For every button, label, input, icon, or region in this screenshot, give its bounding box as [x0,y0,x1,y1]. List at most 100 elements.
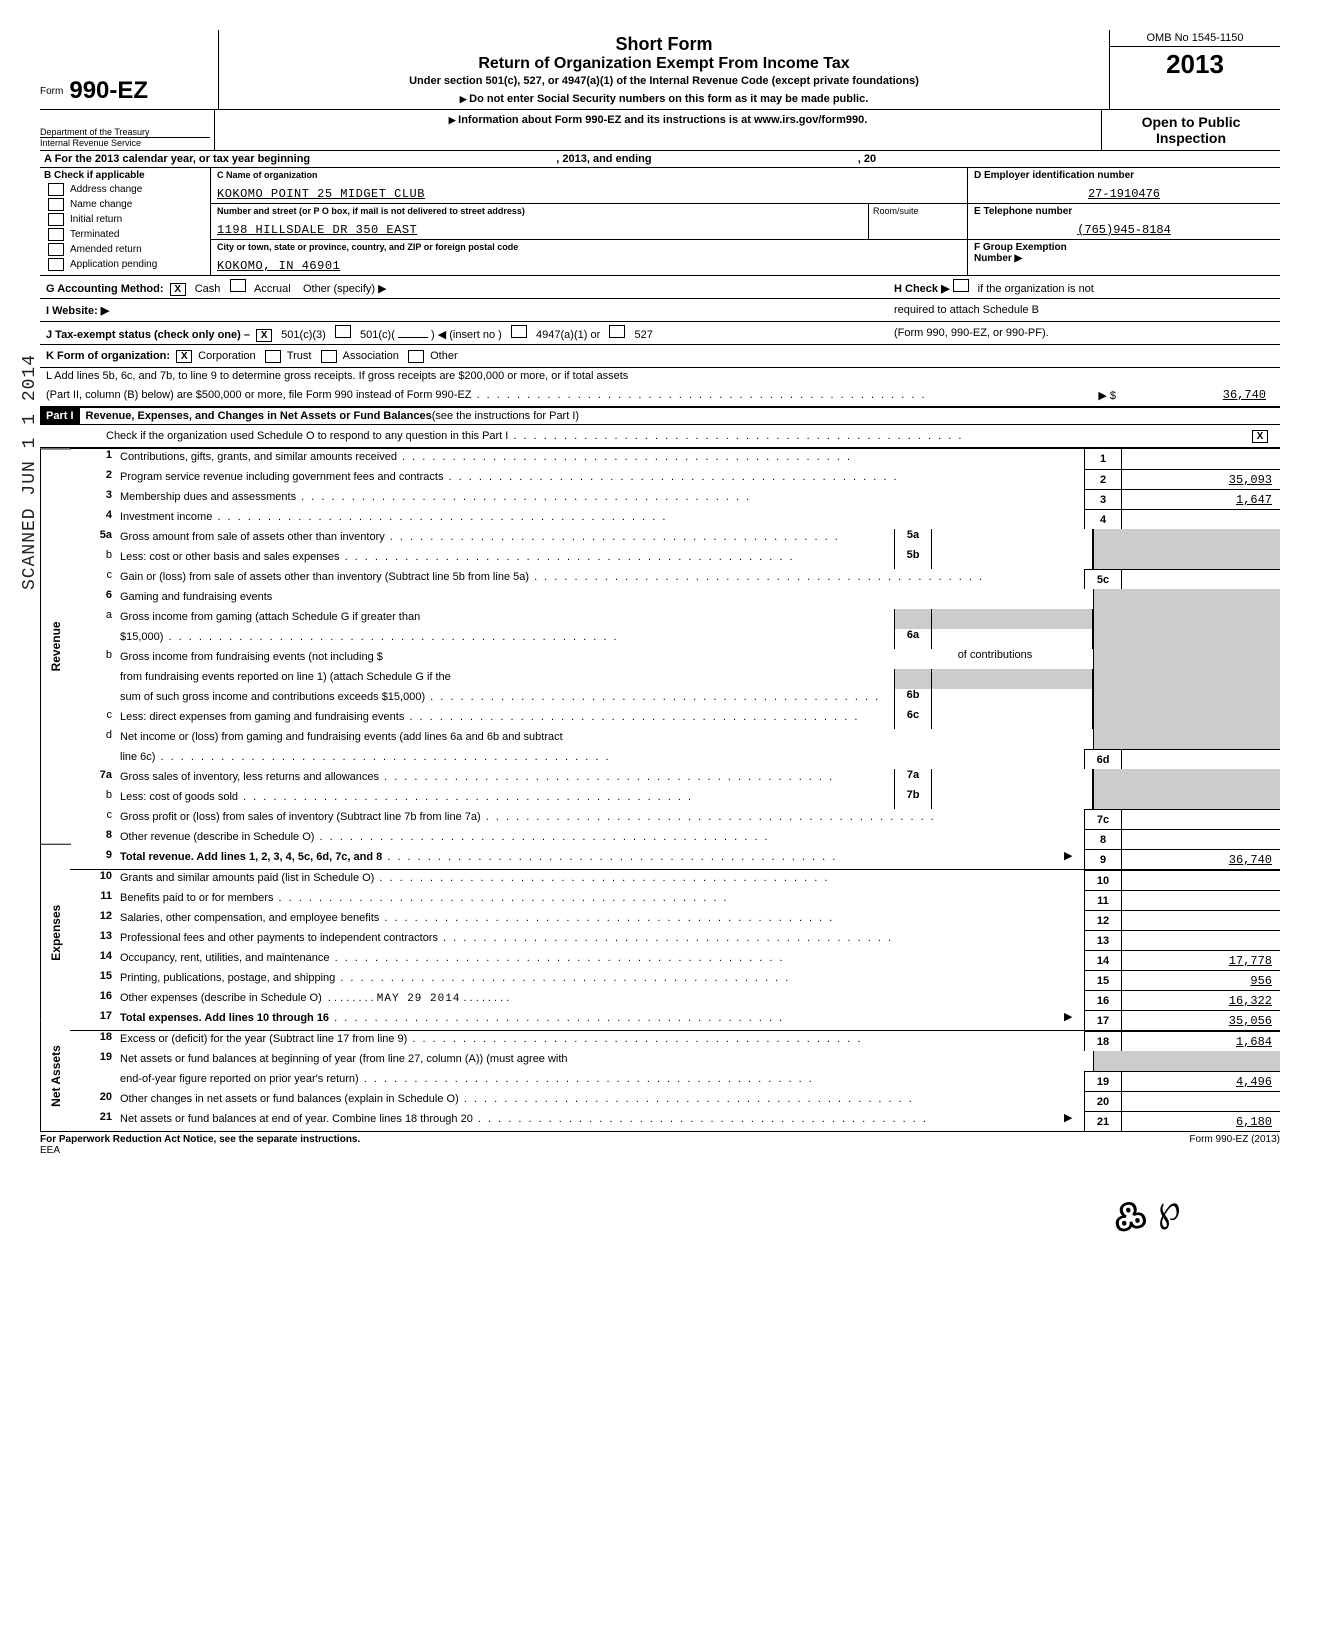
b-header: B Check if applicable [40,170,210,181]
f-label2: Number ▶ [974,253,1274,264]
chk-501c3[interactable]: X [256,329,272,342]
h-label: H Check ▶ [894,283,950,295]
open-label: Open to Public [1106,114,1276,130]
form-word: Form [40,86,63,97]
f-group: F Group Exemption Number ▶ [967,240,1280,275]
line-k: K Form of organization: X Corporation Tr… [40,345,1280,368]
val-2: 35,093 [1122,469,1280,489]
title-2: Return of Organization Exempt From Incom… [225,55,1103,73]
line-i: I Website: ▶ required to attach Schedule… [40,299,1280,322]
subtitle: Under section 501(c), 527, or 4947(a)(1)… [225,75,1103,87]
form-990ez-page: SCANNED JUN 1 1 2014 Form 990-EZ Short F… [40,30,1280,1156]
c-city-label: City or town, state or province, country… [217,242,961,252]
dept-2: Internal Revenue Service [40,137,210,148]
part1-header: Part I Revenue, Expenses, and Changes in… [40,407,1280,425]
e-label: E Telephone number [974,206,1274,217]
col-b: B Check if applicable Address change Nam… [40,168,210,275]
chk-address-change[interactable]: Address change [48,183,210,196]
line-a-suffix: , 20 [858,153,876,165]
c-street: Number and street (or P O box, if mail i… [211,204,868,239]
f-label: F Group Exemption [974,242,1274,253]
d-ein: D Employer identification number 27-1910… [967,168,1280,203]
tab-netassets: Net Assets [40,1021,71,1131]
form-number: 990-EZ [69,77,148,105]
c-name-label: C Name of organization [217,170,961,180]
note-1: Do not enter Social Security numbers on … [225,93,1103,105]
l-amount: 36,740 [1116,388,1274,402]
footer-right: Form 990-EZ (2013) [1189,1134,1280,1156]
dept-box: Department of the Treasury Internal Reve… [40,110,215,150]
val-3: 1,647 [1122,489,1280,509]
part1-check: Check if the organization used Schedule … [40,425,1280,448]
scanned-stamp: SCANNED JUN 1 1 2014 [20,354,40,590]
k-label: K Form of organization: [46,350,170,362]
title-box: Short Form Return of Organization Exempt… [219,30,1110,109]
line-a-prefix: A For the 2013 calendar year, or tax yea… [44,153,310,165]
g-label: G Accounting Method: [46,283,164,295]
chk-schedule-o[interactable]: X [1252,430,1268,443]
section-b-through-f: B Check if applicable Address change Nam… [40,168,1280,276]
c-street-value: 1198 HILLSDALE DR 350 EAST [217,223,862,237]
val-17: 35,056 [1122,1010,1280,1030]
c-name: C Name of organization KOKOMO POINT 25 M… [211,168,967,203]
dept-row: Department of the Treasury Internal Reve… [40,110,1280,151]
val-14: 17,778 [1122,950,1280,970]
c-street-label: Number and street (or P O box, if mail i… [217,206,862,216]
chk-initial-return[interactable]: Initial return [48,213,210,226]
chk-527[interactable] [609,325,625,338]
val-9: 36,740 [1122,849,1280,869]
col-c-d-e-f: C Name of organization KOKOMO POINT 25 M… [210,168,1280,275]
omb-box: OMB No 1545-1150 2013 [1110,30,1280,109]
val-16: 16,322 [1122,990,1280,1010]
line-j: J Tax-exempt status (check only one) – X… [40,322,1280,345]
c-city: City or town, state or province, country… [211,240,967,275]
val-15: 956 [1122,970,1280,990]
chk-name-change[interactable]: Name change [48,198,210,211]
tax-year: 2013 [1110,47,1280,82]
j-label: J Tax-exempt status (check only one) – [46,329,250,341]
part1-title: Revenue, Expenses, and Changes in Net As… [80,408,586,424]
room-suite: Room/suite [868,204,967,239]
line-l-1: L Add lines 5b, 6c, and 7b, to line 9 to… [40,368,1280,384]
tab-expenses: Expenses [40,844,71,1021]
chk-h[interactable] [953,279,969,292]
e-value: (765)945-8184 [974,223,1274,237]
line-a-mid: , 2013, and ending [556,153,651,165]
line-l-2: (Part II, column (B) below) are $500,000… [40,384,1280,407]
i-label: I Website: ▶ [46,305,109,317]
inspection-label: Inspection [1106,130,1276,146]
line-g-h: G Accounting Method: X Cash Accrual Othe… [40,276,1280,299]
val-19: 4,496 [1122,1071,1280,1091]
line-a: A For the 2013 calendar year, or tax yea… [40,151,1280,168]
chk-amended[interactable]: Amended return [48,243,210,256]
signature-mark: ߷ ℘ [1107,1180,1184,1242]
chk-cash[interactable]: X [170,283,186,296]
h-tail: if the organization is not [978,283,1094,295]
chk-501c[interactable] [335,325,351,338]
chk-4947[interactable] [511,325,527,338]
chk-corp[interactable]: X [176,350,192,363]
chk-app-pending[interactable]: Application pending [48,258,210,271]
part1-grid: Revenue Expenses Net Assets 1Contributio… [40,448,1280,1131]
val-18: 1,684 [1122,1031,1280,1051]
info-note: Information about Form 990-EZ and its in… [215,110,1102,150]
val-21: 6,180 [1122,1111,1280,1131]
footer: For Paperwork Reduction Act Notice, see … [40,1131,1280,1156]
c-name-value: KOKOMO POINT 25 MIDGET CLUB [217,187,961,201]
chk-assoc[interactable] [321,350,337,363]
chk-accrual[interactable] [230,279,246,292]
footer-eea: EEA [40,1145,60,1156]
tab-revenue: Revenue [40,448,71,844]
chk-trust[interactable] [265,350,281,363]
public-inspection: Open to Public Inspection [1102,110,1280,150]
title-1: Short Form [225,34,1103,55]
form-number-box: Form 990-EZ [40,30,219,109]
date-stamp: MAY 29 2014 [377,993,461,1005]
d-label: D Employer identification number [974,170,1274,181]
dept-1: Department of the Treasury [40,127,210,137]
chk-terminated[interactable]: Terminated [48,228,210,241]
chk-other[interactable] [408,350,424,363]
d-value: 27-1910476 [974,187,1274,201]
header-row: Form 990-EZ Short Form Return of Organiz… [40,30,1280,110]
c-city-value: KOKOMO, IN 46901 [217,259,961,273]
